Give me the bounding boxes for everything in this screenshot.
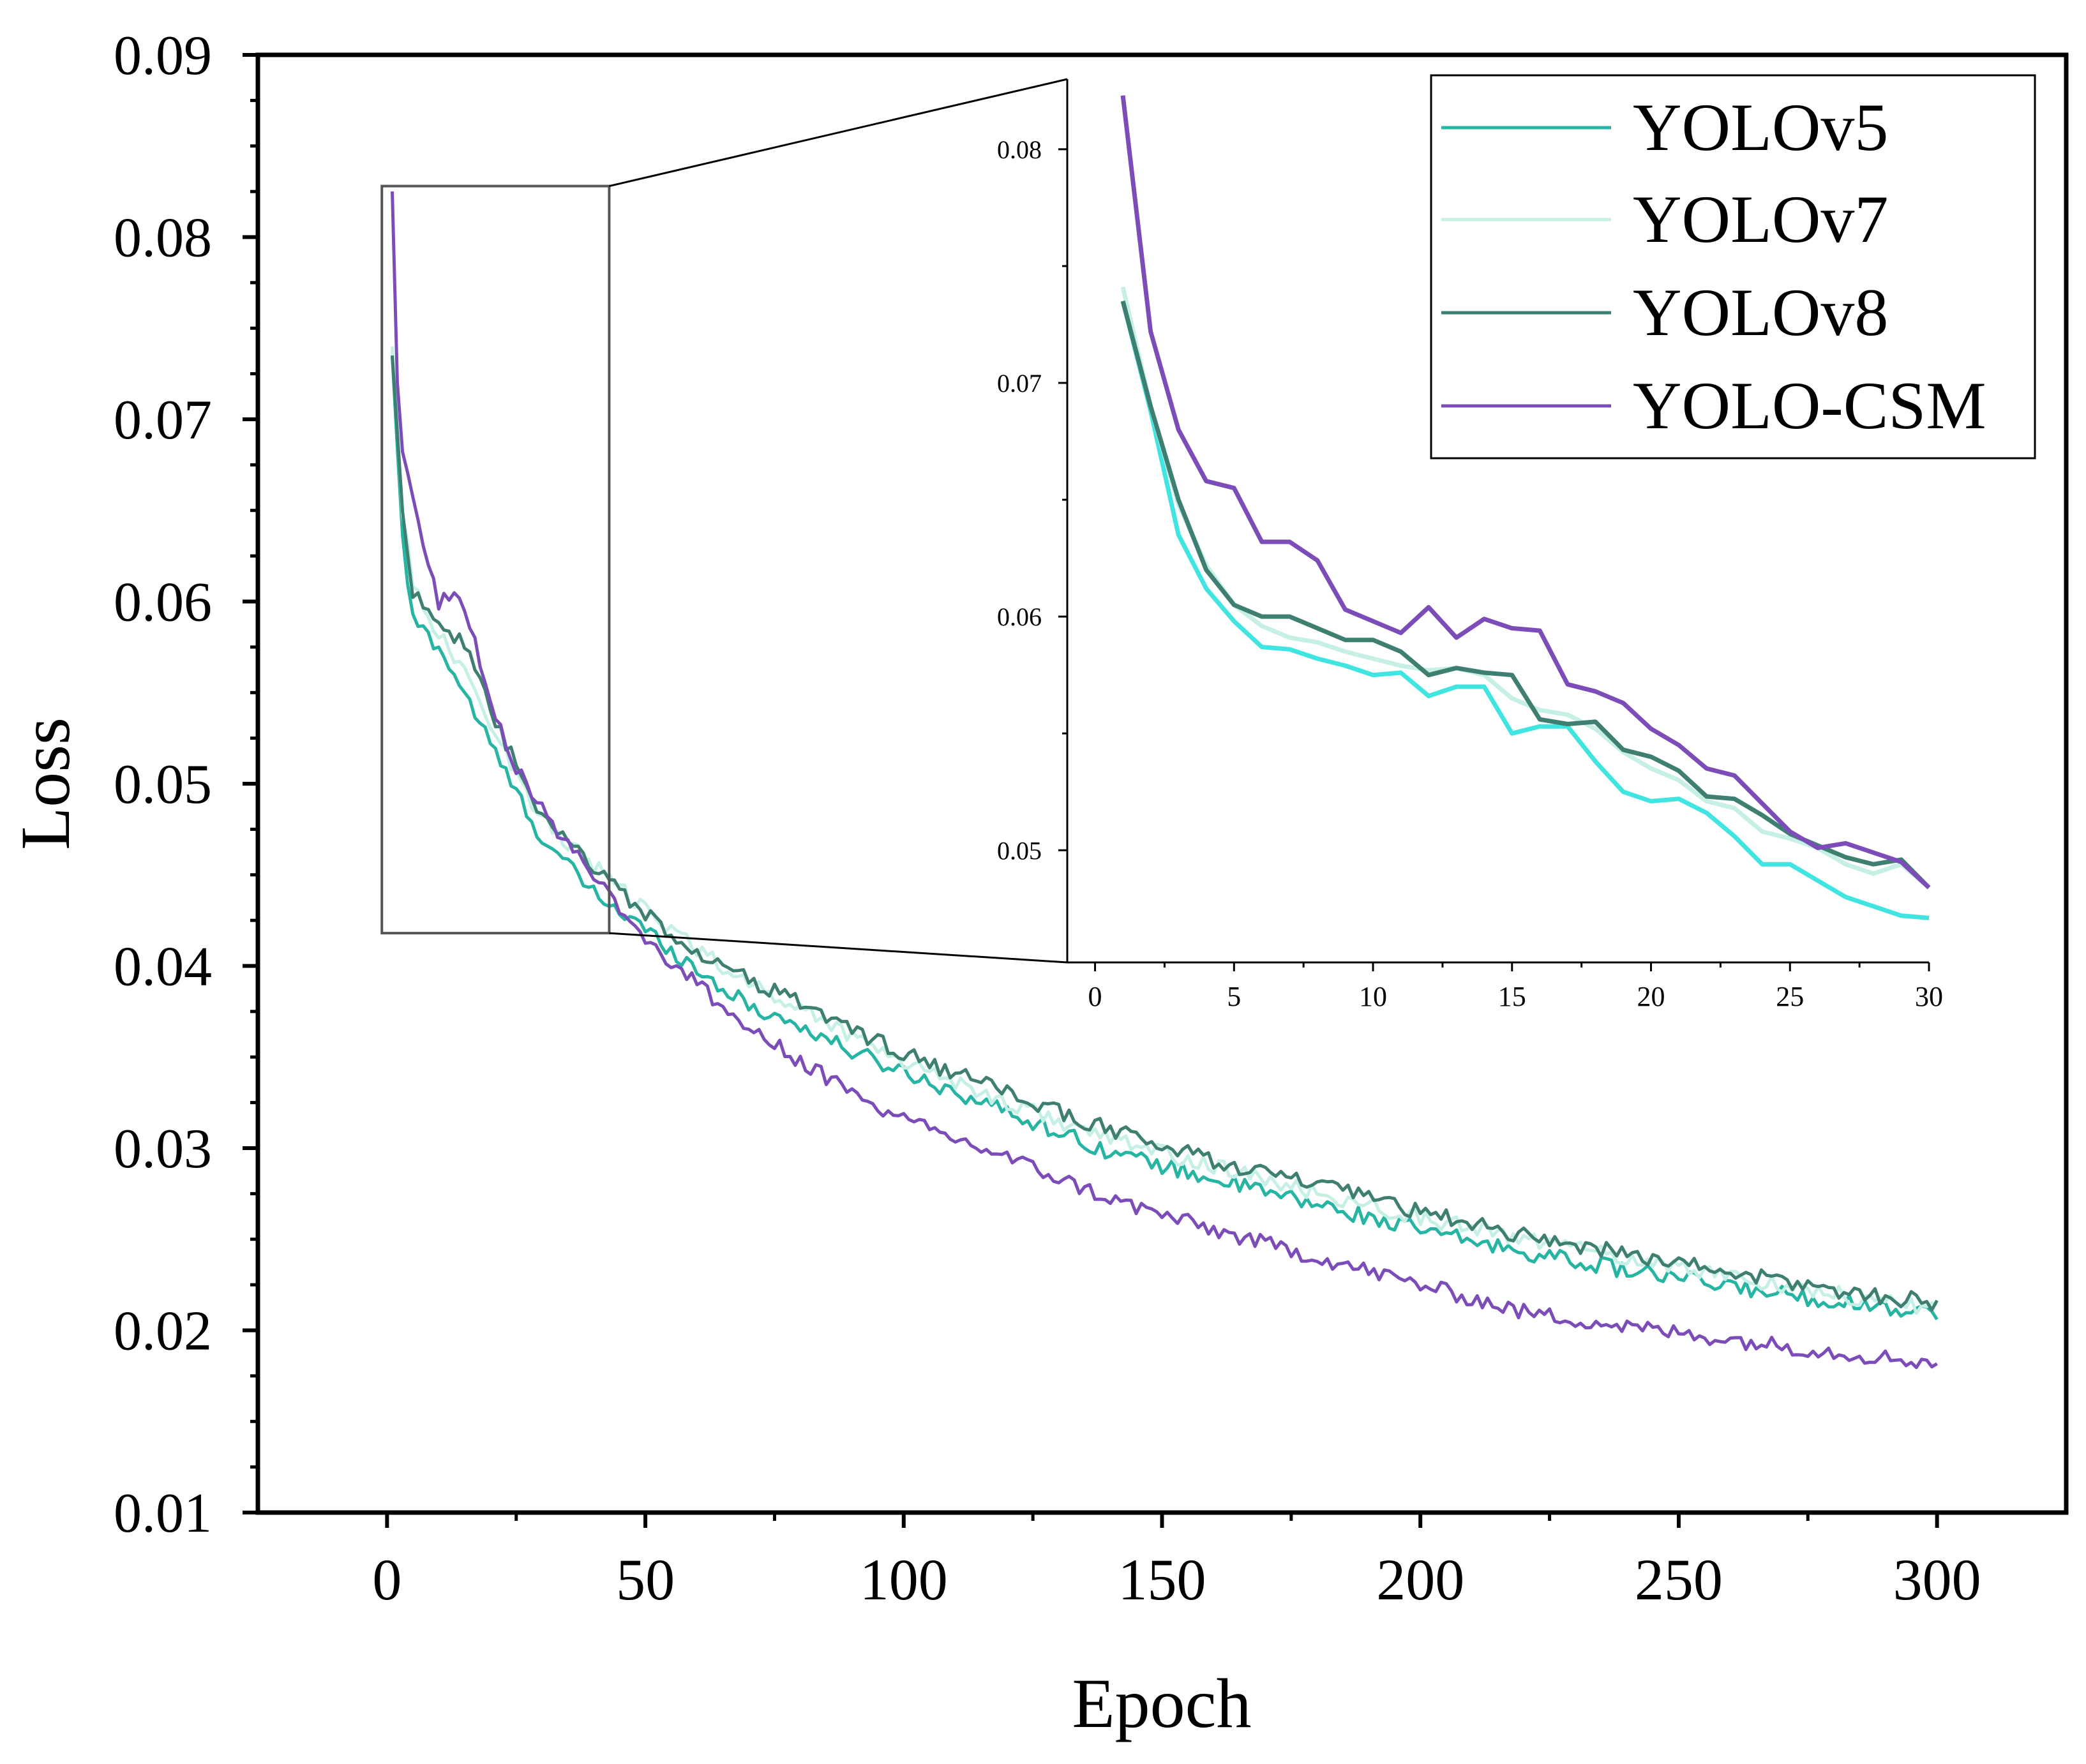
inset-line-yolo-csm xyxy=(1120,95,1931,890)
main-axis-ticks: 0 50 100 150 200 250 3000.010.020.030.040.050.… xyxy=(114,25,1981,1612)
main-line-yolov8 xyxy=(391,355,1939,1312)
legend-label-yolov5: YOLOv5 xyxy=(1633,90,1888,165)
inset-x-tick-label-25: 25 xyxy=(1776,981,1804,1012)
main-line-yolov5 xyxy=(391,355,1939,1320)
inset-x-tick-label-0: 0 xyxy=(1088,981,1102,1012)
inset-y-tick-label-0.06: 0.06 xyxy=(997,602,1042,631)
legend-box xyxy=(1430,74,2036,460)
inset-x-tick-label-15: 15 xyxy=(1498,981,1526,1012)
inset-x-tick-label-5: 5 xyxy=(1227,981,1241,1012)
inset-series-lines xyxy=(1120,95,1931,920)
legend-label-yolo-csm: YOLO-CSM xyxy=(1633,368,1986,443)
zoom-region-box xyxy=(380,78,1068,964)
zoom-connector-bottom xyxy=(609,932,1068,964)
y-tick-label-0.03: 0.03 xyxy=(114,1118,212,1180)
y-tick-label-0.04: 0.04 xyxy=(114,936,212,998)
y-axis-title: Loss xyxy=(6,717,84,850)
zoom-region-rect xyxy=(380,184,611,935)
y-tick-label-0.01: 0.01 xyxy=(114,1483,212,1544)
inset-y-tick-label-0.05: 0.05 xyxy=(997,836,1042,865)
y-tick-label-0.02: 0.02 xyxy=(114,1301,212,1363)
inset-x-tick-label-10: 10 xyxy=(1359,981,1387,1012)
inset-x-tick-label-30: 30 xyxy=(1915,981,1943,1012)
inset-y-tick-label-0.07: 0.07 xyxy=(997,369,1042,398)
inset-x-tick-label-20: 20 xyxy=(1637,981,1665,1012)
x-tick-label-50: 50 xyxy=(616,1547,675,1612)
x-tick-label-0: 0 xyxy=(372,1547,401,1612)
inset-axes: 0 5 10 15 20 25 30 0.05 0.06 0.07 0.08 xyxy=(997,79,1943,1012)
legend-label-yolov7: YOLOv7 xyxy=(1633,182,1888,257)
inset-y-tick-label-0.08: 0.08 xyxy=(997,135,1042,164)
legend-label-yolov8: YOLOv8 xyxy=(1633,275,1888,350)
inset-plot: 0 5 10 15 20 25 30 0.05 0.06 0.07 0.08 xyxy=(997,79,1943,1012)
y-tick-label-0.08: 0.08 xyxy=(114,207,212,269)
x-tick-label-100: 100 xyxy=(860,1547,948,1612)
x-tick-label-250: 250 xyxy=(1635,1547,1723,1612)
y-tick-label-0.07: 0.07 xyxy=(114,389,212,451)
y-tick-label-0.06: 0.06 xyxy=(114,572,212,634)
y-tick-label-0.09: 0.09 xyxy=(114,25,212,87)
main-series-lines xyxy=(391,191,1939,1370)
zoom-connector-top xyxy=(609,78,1068,188)
x-tick-label-300: 300 xyxy=(1893,1547,1981,1612)
x-tick-label-200: 200 xyxy=(1376,1547,1464,1612)
x-axis-title: Epoch xyxy=(1072,1664,1251,1742)
legend: YOLOv5 YOLOv7 YOLOv8 YOLO-CSM xyxy=(1430,74,2036,460)
inset-line-yolov7 xyxy=(1120,287,1931,890)
x-tick-label-150: 150 xyxy=(1118,1547,1206,1612)
main-line-yolo-csm xyxy=(391,191,1938,1370)
inset-line-yolov5 xyxy=(1120,300,1930,920)
y-tick-label-0.05: 0.05 xyxy=(114,754,212,816)
